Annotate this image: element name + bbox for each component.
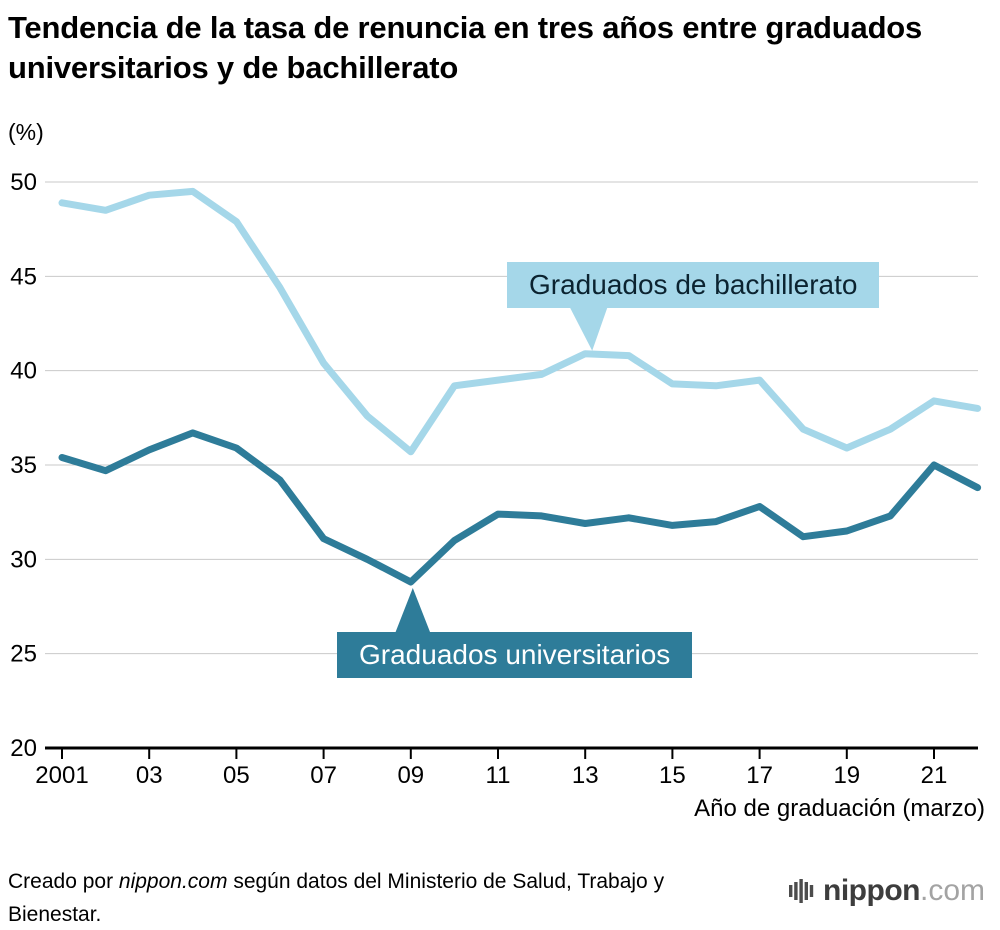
credit-text-prefix: Creado por [8,870,119,893]
x-tick-label: 07 [310,762,337,789]
x-tick-label: 21 [921,762,948,789]
x-tick-label: 2001 [35,762,88,789]
x-tick-label: 11 [486,762,511,789]
x-tick-label: 03 [136,762,163,789]
series-line-1 [58,429,982,586]
x-tick-label: 05 [223,762,250,789]
chart-title: Tendencia de la tasa de renuncia en tres… [8,10,923,86]
y-tick-label: 40 [10,358,37,385]
y-tick-label: 25 [10,641,37,668]
callout-tail-0 [570,308,608,351]
logo-domain-text: .com [919,874,985,907]
x-tick-label: 19 [833,762,860,789]
callout-tail-1 [394,588,431,634]
x-axis-title: Año de graduación (marzo) [694,795,985,822]
series-line-0 [58,187,982,456]
credit-text-suffix: según datos del Ministerio de Salud, Tra… [8,870,665,926]
credit-source-name: nippon.com [118,870,228,893]
x-tick-label: 09 [397,762,424,789]
y-axis-unit-label: (%) [8,119,44,145]
y-tick-label: 20 [10,735,37,762]
x-tick-label: 13 [572,762,599,789]
x-tick-label: 15 [659,762,686,789]
logo-brand-text: nippon [823,874,920,907]
source-credit: Creado por nippon.com según datos del Mi… [8,866,698,930]
series-callout-universitarios: Graduados universitarios [337,632,693,679]
y-tick-label: 45 [10,263,37,290]
nippon-logo-icon [789,876,815,906]
x-tick-label: 17 [746,762,773,789]
y-tick-label: 35 [10,452,37,479]
y-tick-label: 50 [10,169,37,196]
series-callout-bachillerato: Graduados de bachillerato [507,262,880,309]
series-callout-label: Graduados universitarios [359,639,671,670]
y-tick-label: 30 [10,546,37,573]
nippon-logo: nippon .com [789,874,985,908]
series-callout-label: Graduados de bachillerato [529,269,858,300]
